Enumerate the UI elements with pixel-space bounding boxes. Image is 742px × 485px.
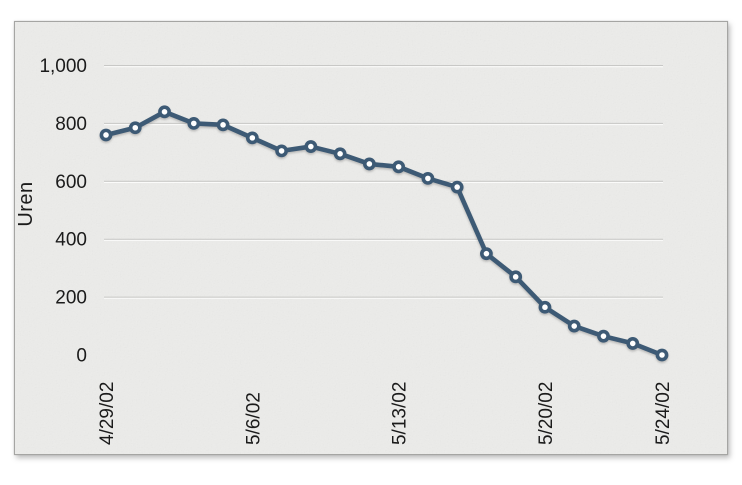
data-point-marker	[333, 147, 347, 161]
x-axis-tick-label: 5/6/02	[243, 392, 264, 445]
data-point-marker	[392, 160, 406, 174]
x-axis-tick-label: 4/29/02	[97, 382, 118, 445]
data-point-marker	[450, 180, 464, 194]
data-point-marker	[158, 105, 171, 119]
data-point-marker	[421, 172, 435, 185]
y-axis-tick-label: 200	[55, 288, 87, 309]
data-point-marker	[567, 319, 581, 333]
x-axis-tick-labels: 4/29/02 5/6/02 5/13/02 5/20/02 5/24/02	[97, 382, 674, 445]
data-point-marker	[99, 128, 113, 142]
chart-panel: 0 200 400 600 800 1,000 4/29/02 5/6/02 5/13/02 5/…	[14, 21, 728, 455]
y-axis-title: Uren	[15, 181, 37, 226]
data-point-marker	[304, 140, 318, 153]
y-axis-tick-labels: 0 200 400 600 800 1,000	[39, 56, 87, 367]
data-point-marker	[538, 300, 552, 314]
y-axis-tick-label: 1,000	[39, 56, 87, 77]
burndown-line-chart: 0 200 400 600 800 1,000 4/29/02 5/6/02 5/13/02 5/…	[15, 22, 727, 454]
data-point-marker	[626, 337, 640, 350]
data-point-marker	[655, 348, 669, 362]
x-axis-tick-label: 5/13/02	[390, 382, 411, 445]
series-group	[99, 105, 669, 362]
data-point-marker	[362, 157, 376, 171]
plot-texture	[15, 22, 727, 454]
x-axis-tick-label: 5/24/02	[653, 382, 674, 445]
data-point-marker	[480, 247, 493, 261]
y-axis-tick-label: 400	[55, 230, 87, 251]
y-axis-tick-label: 600	[55, 172, 87, 193]
data-point-marker	[216, 118, 230, 132]
y-axis-tick-label: 800	[55, 114, 87, 135]
x-axis-tick-label: 5/20/02	[536, 382, 557, 445]
data-point-marker	[275, 144, 288, 158]
data-point-marker	[597, 329, 610, 343]
y-axis-tick-label: 0	[76, 346, 87, 367]
data-point-marker	[245, 131, 259, 145]
data-point-marker	[509, 270, 523, 284]
data-point-marker	[187, 117, 201, 130]
data-point-marker	[128, 121, 142, 135]
